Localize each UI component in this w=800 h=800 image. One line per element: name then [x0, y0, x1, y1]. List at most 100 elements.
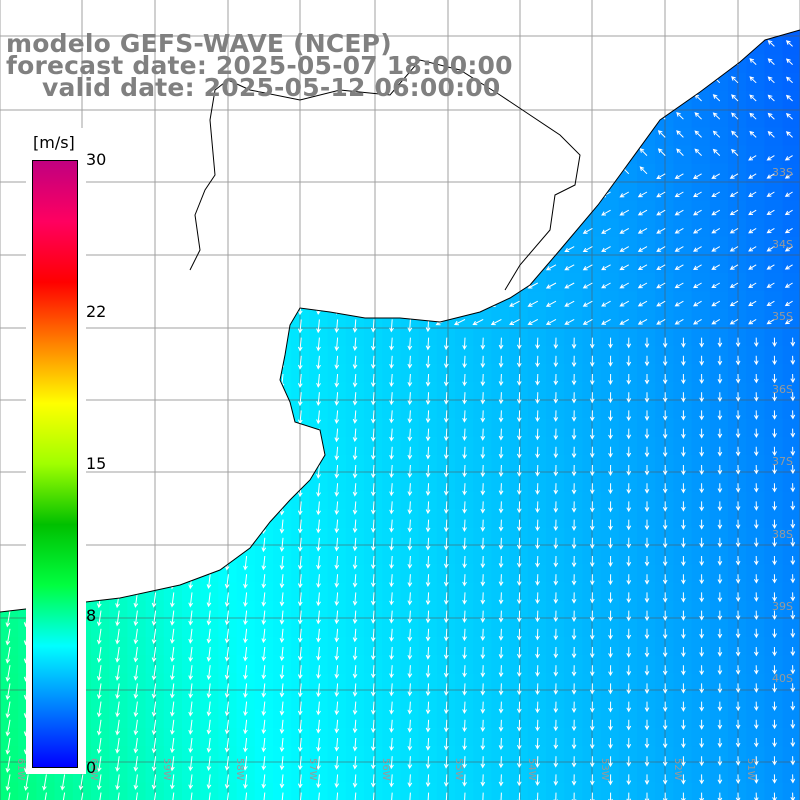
- field-cell: [618, 728, 638, 747]
- wind-arrow: [735, 701, 741, 712]
- field-cell: [728, 254, 747, 274]
- field-cell: [782, 728, 800, 747]
- wind-arrow: [389, 355, 394, 369]
- field-cell: [491, 546, 511, 565]
- wind-arrow: [753, 519, 759, 530]
- field-cell: [127, 709, 147, 729]
- field-cell: [436, 600, 456, 620]
- wind-arrow: [407, 719, 413, 733]
- wind-arrow: [790, 774, 796, 784]
- field-cell: [345, 364, 365, 383]
- field-cell: [782, 436, 800, 456]
- field-cell: [382, 764, 401, 784]
- field-cell: [618, 382, 638, 401]
- field-cell: [291, 400, 310, 420]
- wind-arrow: [589, 537, 595, 549]
- field-cell: [327, 600, 347, 620]
- wind-arrow: [297, 337, 303, 352]
- wind-arrow: [334, 774, 340, 789]
- field-cell: [273, 673, 292, 693]
- wind-arrow: [644, 428, 650, 440]
- wind-arrow: [151, 719, 157, 736]
- wind-arrow: [78, 792, 84, 800]
- wind-arrow: [443, 501, 449, 514]
- field-cell: [618, 527, 638, 547]
- field-cell: [782, 782, 800, 800]
- wind-arrow: [133, 610, 139, 627]
- field-cell: [327, 418, 347, 438]
- wind-arrow: [370, 519, 376, 533]
- field-cell: [618, 345, 638, 365]
- wind-arrow: [352, 519, 358, 534]
- wind-arrow: [589, 646, 595, 659]
- field-cell: [618, 491, 638, 511]
- wind-arrow: [601, 282, 611, 289]
- field-cell: [709, 564, 729, 583]
- wind-arrow: [753, 646, 759, 657]
- wind-arrow: [608, 428, 613, 440]
- wind-arrow: [553, 501, 559, 513]
- wind-arrow: [462, 646, 467, 660]
- field-cell: [600, 491, 620, 511]
- wind-arrow: [589, 446, 595, 458]
- field-cell: [782, 418, 800, 438]
- wind-arrow: [425, 555, 431, 569]
- wind-arrow: [662, 374, 668, 385]
- wind-arrow: [662, 628, 668, 640]
- field-cell: [746, 273, 765, 292]
- field-cell: [709, 618, 729, 638]
- field-cell: [273, 600, 292, 620]
- wind-arrow: [637, 264, 648, 271]
- wind-arrow: [352, 373, 358, 388]
- wind-arrow: [425, 392, 431, 405]
- wind-arrow: [735, 628, 741, 639]
- field-cell: [764, 418, 784, 438]
- field-cell: [509, 582, 529, 602]
- wind-arrow: [753, 610, 759, 621]
- field-cell: [491, 527, 511, 547]
- wind-arrow: [170, 628, 175, 644]
- wind-arrow: [553, 428, 559, 441]
- wind-arrow: [170, 774, 175, 790]
- wind-arrow: [784, 191, 793, 197]
- field-cell: [527, 709, 547, 729]
- field-cell: [564, 527, 583, 547]
- wind-arrow: [589, 410, 595, 422]
- field-cell: [127, 728, 147, 747]
- wind-arrow: [352, 392, 358, 406]
- field-cell: [182, 600, 201, 620]
- field-cell: [309, 491, 329, 511]
- wind-arrow: [407, 701, 413, 715]
- wind-arrow: [5, 774, 11, 792]
- wind-arrow: [608, 646, 613, 658]
- wind-arrow: [316, 592, 321, 607]
- wind-arrow: [60, 792, 66, 800]
- wind-arrow: [535, 719, 540, 732]
- field-cell: [546, 673, 565, 693]
- wind-arrow: [389, 737, 394, 752]
- wind-arrow: [749, 112, 757, 120]
- wind-arrow: [443, 792, 449, 800]
- wind-arrow: [261, 683, 267, 698]
- wind-arrow: [498, 428, 504, 441]
- field-cell: [455, 691, 474, 711]
- field-cell: [673, 400, 693, 420]
- wind-arrow: [637, 227, 648, 234]
- field-cell: [600, 600, 620, 620]
- field-cell: [382, 509, 401, 529]
- field-cell: [345, 564, 365, 583]
- wind-arrow: [297, 792, 303, 800]
- wind-arrow: [5, 610, 11, 628]
- field-cell: [782, 546, 800, 565]
- field-cell: [309, 564, 329, 583]
- field-cell: [764, 618, 784, 638]
- wind-arrow: [243, 756, 248, 771]
- wind-arrow: [151, 756, 157, 772]
- wind-arrow: [425, 719, 431, 733]
- field-cell: [364, 546, 383, 565]
- field-cell: [746, 400, 765, 420]
- wind-arrow: [735, 483, 741, 493]
- wind-arrow: [535, 701, 540, 714]
- latitude-label: 38S: [772, 528, 793, 541]
- wind-arrow: [472, 318, 484, 326]
